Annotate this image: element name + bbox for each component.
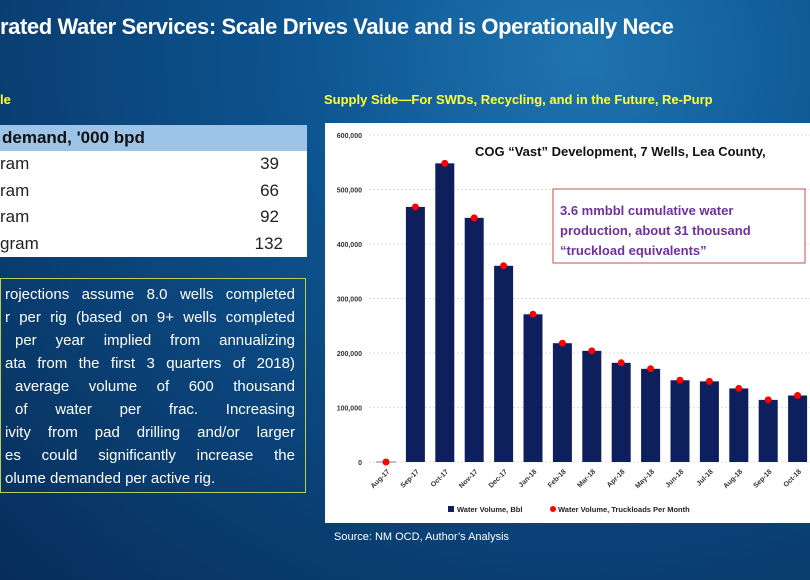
annotation-line: “truckload equivalents” <box>560 243 707 258</box>
y-tick-label: 300,000 <box>337 297 362 304</box>
table-row: ram 92 <box>0 204 307 231</box>
source-note: Source: NM OCD, Author’s Analysis <box>334 531 510 543</box>
note-line: rojections assume 8.0 wells completed <box>5 286 295 303</box>
note-line: es could significantly increase the <box>5 447 295 464</box>
bar <box>435 163 455 462</box>
legend-marker-label: Water Volume, Truckloads Per Month <box>558 505 690 514</box>
annotation-line: production, about 31 thousand <box>560 223 751 238</box>
table-row: ram 39 <box>0 151 307 178</box>
row-value: 66 <box>260 180 279 200</box>
y-tick-label: 500,000 <box>337 188 362 195</box>
y-tick-label: 200,000 <box>337 351 362 358</box>
annotation-line: 3.6 mmbbl cumulative water <box>560 203 733 218</box>
x-tick-label: Jul-18 <box>696 468 715 487</box>
table-row: gram 132 <box>0 231 307 258</box>
table-header: demand, '000 bpd <box>0 125 307 151</box>
truckload-marker <box>588 347 596 355</box>
bar <box>552 343 572 462</box>
truckload-marker <box>470 214 478 222</box>
legend-bar-swatch <box>448 506 454 512</box>
truckload-marker <box>529 310 537 318</box>
x-tick-label: Oct-18 <box>783 468 803 488</box>
x-tick-label: Jun-18 <box>665 468 686 489</box>
x-tick-label: Nov-17 <box>458 468 480 490</box>
bar <box>641 368 661 462</box>
row-value: 39 <box>260 154 279 173</box>
x-tick-label: Dec-17 <box>488 468 509 489</box>
note-line: per year implied from annualizing <box>15 332 295 349</box>
bar <box>582 350 602 462</box>
row-value: 132 <box>254 233 283 253</box>
truckload-marker <box>411 203 419 211</box>
x-tick-label: Sep-17 <box>400 468 421 489</box>
truckload-marker <box>735 384 743 392</box>
row-value: 92 <box>260 207 279 226</box>
note-line: ivity from pad drilling and/or larger <box>5 424 295 441</box>
truckload-marker <box>441 159 449 167</box>
truckload-marker <box>647 365 655 373</box>
table-row: ram 66 <box>0 178 307 205</box>
x-tick-label: Feb-18 <box>547 468 568 489</box>
truckload-marker <box>794 392 802 400</box>
row-label: ram <box>0 180 30 200</box>
legend-marker-swatch <box>550 506 556 512</box>
x-tick-label: Apr-18 <box>606 468 627 489</box>
chart-panel: 0 100,000 200,000 300,000 400,000 500,000 600,… <box>325 123 810 523</box>
assumptions-note: rojections assume 8.0 wells completed r … <box>0 278 306 493</box>
y-tick-label: 400,000 <box>337 242 362 249</box>
truckload-marker <box>500 262 508 270</box>
right-section-heading: Supply Side—For SWDs, Recycling, and in … <box>324 92 713 107</box>
left-section-heading: le <box>0 92 11 107</box>
legend-bar-label: Water Volume, Bbl <box>457 505 522 514</box>
bar <box>611 362 631 462</box>
row-label: ram <box>0 207 30 226</box>
bar <box>788 395 808 462</box>
truckload-marker <box>558 339 566 347</box>
legend: Water Volume, Bbl Water Volume, Truckloa… <box>448 505 690 514</box>
x-tick-label: Aug-18 <box>722 468 744 490</box>
bar <box>464 217 484 462</box>
bar <box>699 381 719 462</box>
note-line: ata from the first 3 quarters of 2018) <box>5 355 295 372</box>
x-tick-label: Mar-18 <box>576 468 597 489</box>
x-tick-label: Oct-17 <box>430 468 450 488</box>
water-volume-chart: 0 100,000 200,000 300,000 400,000 500,000 600,… <box>337 133 810 514</box>
note-line: average volume of 600 thousand <box>15 378 295 395</box>
truckload-marker <box>705 377 713 385</box>
row-label: ram <box>0 154 30 173</box>
note-line: r per rig (based on 9+ wells completed <box>5 309 295 326</box>
bar <box>405 206 425 462</box>
bar <box>758 399 778 462</box>
x-tick-label: Sep-18 <box>752 468 773 489</box>
bar <box>523 314 543 462</box>
truckload-marker <box>617 359 625 367</box>
annotation-box <box>552 188 806 264</box>
row-label: gram <box>0 233 39 253</box>
x-tick-label: May-18 <box>634 468 656 490</box>
truckload-marker <box>676 376 684 384</box>
bar <box>494 265 514 462</box>
note-line: of water per frac. Increasing <box>15 401 295 418</box>
y-tick-label: 0 <box>358 460 362 467</box>
truckload-marker <box>382 458 390 466</box>
bar <box>670 380 690 462</box>
y-tick-label: 600,000 <box>337 133 362 140</box>
demand-table: demand, '000 bpd ram 39 ram 66 ram 92 gram 1… <box>0 125 307 257</box>
x-tick-label: Jan-18 <box>518 468 539 489</box>
bar <box>729 388 749 462</box>
chart-title: COG “Vast” Development, 7 Wells, Lea Cou… <box>475 144 766 159</box>
x-tick-label: Aug-17 <box>370 468 392 490</box>
truckload-marker <box>764 396 772 404</box>
y-tick-label: 100,000 <box>337 406 362 413</box>
note-line: olume demanded per active rig. <box>5 470 216 487</box>
slide-title: rated Water Services: Scale Drives Value… <box>0 14 674 39</box>
